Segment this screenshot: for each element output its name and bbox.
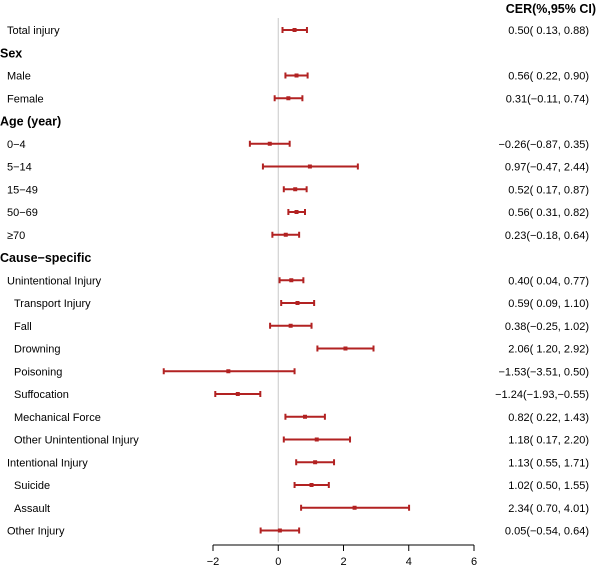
ci-value-text: −1.53(−3.51, 0.50) <box>498 366 589 378</box>
estimate-row: Transport Injury 0.59( 0.09, 1.10) <box>14 298 589 310</box>
point-estimate-marker <box>294 210 299 214</box>
point-estimate-marker <box>313 460 318 465</box>
ci-value-text: 0.56( 0.22, 0.90) <box>508 71 589 83</box>
row-label: 0−4 <box>7 139 26 151</box>
point-estimate-marker <box>343 346 348 351</box>
point-estimate-marker <box>277 528 282 533</box>
x-tick-label: 6 <box>471 556 477 568</box>
x-tick-label: 0 <box>275 556 281 568</box>
estimate-row: Total injury 0.50( 0.13, 0.88) <box>7 25 589 37</box>
row-label: Fall <box>14 321 32 333</box>
row-label: Female <box>7 93 44 105</box>
point-estimate-marker <box>235 392 240 396</box>
group-header-row: Age (year) <box>0 115 61 129</box>
ci-value-text: −0.26(−0.87, 0.35) <box>498 139 589 151</box>
row-label: Total injury <box>7 25 60 37</box>
estimate-row: 0−4 −0.26(−0.87, 0.35) <box>7 139 589 151</box>
estimate-row: ≥70 0.23(−0.18, 0.64) <box>7 230 589 242</box>
point-estimate-marker <box>294 73 299 78</box>
point-estimate-marker <box>314 437 319 442</box>
group-header-label: Cause−specific <box>0 251 91 265</box>
ci-value-text: 0.50( 0.13, 0.88) <box>508 25 589 37</box>
point-estimate-marker <box>267 141 272 146</box>
row-label: Assault <box>14 503 50 515</box>
ci-value-text: −1.24(−1.93,−0.55) <box>495 389 589 401</box>
point-estimate-marker <box>295 301 300 305</box>
ci-value-text: 0.38(−0.25, 1.02) <box>505 321 589 333</box>
point-estimate-marker <box>307 164 312 169</box>
point-estimate-marker <box>286 96 291 101</box>
estimate-row: Poisoning −1.53(−3.51, 0.50) <box>14 366 589 378</box>
estimate-row: 50−69 0.56( 0.31, 0.82) <box>7 207 589 219</box>
estimate-row: Fall 0.38(−0.25, 1.02) <box>14 321 589 333</box>
estimate-row: Suffocation −1.24(−1.93,−0.55) <box>14 389 589 401</box>
row-label: ≥70 <box>7 230 25 242</box>
point-estimate-marker <box>292 28 297 32</box>
row-label: Mechanical Force <box>14 412 101 424</box>
row-label: 5−14 <box>7 162 32 174</box>
x-axis: −2 0 2 4 6 <box>207 544 477 568</box>
row-label: 50−69 <box>7 207 38 219</box>
row-label: Unintentional Injury <box>7 275 102 287</box>
ci-value-text: 0.23(−0.18, 0.64) <box>505 230 589 242</box>
point-estimate-marker <box>226 369 231 374</box>
ci-value-text: 0.97(−0.47, 2.44) <box>505 162 589 174</box>
point-estimate-marker <box>289 278 294 283</box>
estimate-row: Male 0.56( 0.22, 0.90) <box>7 71 589 83</box>
rows-group: Total injury 0.50( 0.13, 0.88) Sex Male 0.56… <box>0 25 589 538</box>
estimate-row: Mechanical Force 0.82( 0.22, 1.43) <box>14 412 589 424</box>
group-header-label: Age (year) <box>0 115 61 129</box>
row-label: Other Injury <box>7 526 65 538</box>
row-label: Suicide <box>14 480 50 492</box>
ci-value-text: 1.02( 0.50, 1.55) <box>508 480 589 492</box>
group-header-row: Cause−specific <box>0 251 91 265</box>
estimate-row: 15−49 0.52( 0.17, 0.87) <box>7 184 589 196</box>
estimate-row: Other Unintentional Injury 1.18( 0.17, 2.… <box>14 435 589 447</box>
ci-value-text: 0.59( 0.09, 1.10) <box>508 298 589 310</box>
row-label: 15−49 <box>7 184 38 196</box>
ci-value-text: 0.52( 0.17, 0.87) <box>508 184 589 196</box>
estimate-row: 5−14 0.97(−0.47, 2.44) <box>7 162 589 174</box>
point-estimate-marker <box>283 232 288 237</box>
estimate-row: Other Injury 0.05(−0.54, 0.64) <box>7 526 589 538</box>
row-label: Male <box>7 71 31 83</box>
ci-column-header: CER(%,95% CI) <box>506 2 596 16</box>
estimate-row: Assault 2.34( 0.70, 4.01) <box>14 503 589 515</box>
x-tick-label: 4 <box>406 556 412 568</box>
x-tick-label: 2 <box>340 556 346 568</box>
point-estimate-marker <box>293 187 298 192</box>
row-label: Transport Injury <box>14 298 91 310</box>
ci-value-text: 0.56( 0.31, 0.82) <box>508 207 589 219</box>
estimate-row: Unintentional Injury 0.40( 0.04, 0.77) <box>7 275 589 287</box>
ci-value-text: 1.13( 0.55, 1.71) <box>508 457 589 469</box>
point-estimate-marker <box>309 483 314 487</box>
x-tick-label: −2 <box>207 556 220 568</box>
estimate-row: Suicide 1.02( 0.50, 1.55) <box>14 480 589 492</box>
ci-value-text: 2.34( 0.70, 4.01) <box>508 503 589 515</box>
group-header-row: Sex <box>0 46 22 60</box>
estimate-row: Intentional Injury 1.13( 0.55, 1.71) <box>7 457 589 469</box>
row-label: Poisoning <box>14 366 62 378</box>
ci-value-text: 0.40( 0.04, 0.77) <box>508 275 589 287</box>
row-label: Suffocation <box>14 389 69 401</box>
ci-value-text: 2.06( 1.20, 2.92) <box>508 344 589 356</box>
point-estimate-marker <box>303 414 308 419</box>
row-label: Intentional Injury <box>7 457 88 469</box>
row-label: Other Unintentional Injury <box>14 435 139 447</box>
point-estimate-marker <box>352 505 357 510</box>
estimate-row: Drowning 2.06( 1.20, 2.92) <box>14 344 589 356</box>
ci-value-text: 1.18( 0.17, 2.20) <box>508 435 589 447</box>
ci-value-text: 0.82( 0.22, 1.43) <box>508 412 589 424</box>
ci-value-text: 0.05(−0.54, 0.64) <box>505 526 589 538</box>
group-header-label: Sex <box>0 46 22 60</box>
row-label: Drowning <box>14 344 60 356</box>
estimate-row: Female 0.31(−0.11, 0.74) <box>7 93 589 105</box>
point-estimate-marker <box>288 323 293 328</box>
ci-value-text: 0.31(−0.11, 0.74) <box>506 93 589 105</box>
